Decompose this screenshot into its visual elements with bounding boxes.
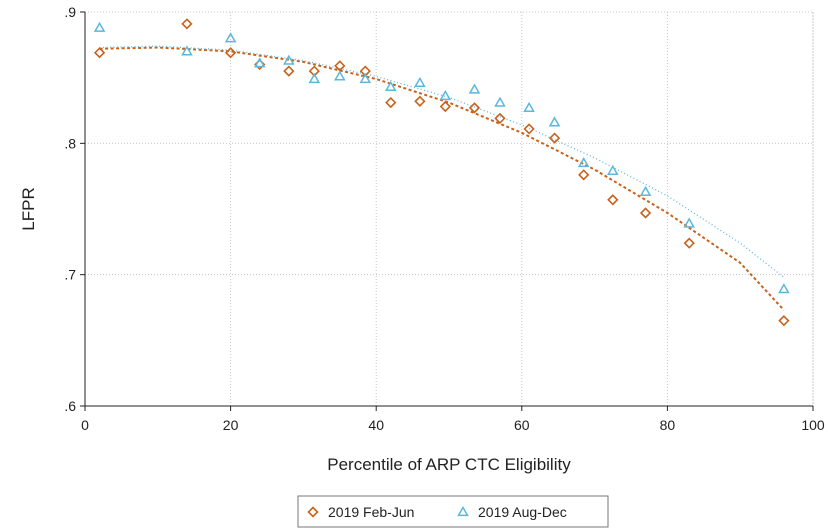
point-feb-jun (181, 18, 193, 30)
point-aug-dec (384, 80, 397, 91)
point-aug-dec (181, 45, 193, 56)
point-feb-jun (494, 112, 506, 125)
y-tick-label: .6 (64, 398, 76, 414)
y-axis-title: LFPR (19, 187, 38, 230)
point-aug-dec (93, 21, 106, 32)
fit-line-feb-jun (99, 46, 785, 311)
y-tick-label: .9 (64, 4, 76, 20)
point-aug-dec (494, 96, 506, 107)
legend-diamond-icon (307, 506, 319, 518)
point-aug-dec (683, 217, 696, 228)
data-points (93, 18, 790, 327)
point-feb-jun (414, 95, 426, 107)
point-feb-jun (385, 96, 397, 109)
point-aug-dec (334, 70, 346, 81)
point-aug-dec (283, 54, 295, 65)
x-tick-label: 20 (223, 417, 239, 433)
point-feb-jun (548, 132, 561, 144)
point-aug-dec (359, 72, 372, 84)
point-feb-jun (523, 123, 535, 135)
y-tick-label: .8 (64, 135, 76, 151)
legend-label-feb-jun: 2019 Feb-Jun (328, 504, 414, 520)
point-aug-dec (414, 76, 426, 88)
legend: 2019 Feb-Jun 2019 Aug-Dec (297, 495, 609, 528)
x-tick-label: 80 (660, 417, 676, 433)
point-feb-jun (778, 315, 790, 327)
point-feb-jun (439, 100, 451, 113)
point-aug-dec (439, 90, 452, 101)
point-feb-jun (578, 169, 590, 181)
point-aug-dec (548, 116, 561, 127)
axes: .6 .7 .8 .9 0 20 40 60 80 100 (64, 4, 825, 433)
point-aug-dec (523, 101, 535, 112)
x-tick-label: 40 (368, 417, 384, 433)
point-aug-dec (224, 32, 237, 43)
point-feb-jun (468, 102, 481, 114)
point-aug-dec (778, 283, 790, 294)
point-feb-jun (283, 65, 295, 77)
legend-label-aug-dec: 2019 Aug-Dec (478, 504, 567, 520)
legend-marker-feb-jun (307, 506, 319, 518)
point-aug-dec (639, 185, 652, 197)
x-tick-label: 60 (514, 417, 530, 433)
legend-marker-aug-dec (457, 505, 469, 517)
point-feb-jun (93, 47, 106, 59)
fit-line-aug-dec (99, 45, 785, 278)
point-feb-jun (607, 194, 619, 206)
x-tick-label: 0 (81, 417, 89, 433)
point-aug-dec (607, 164, 619, 176)
point-aug-dec (308, 72, 321, 84)
point-feb-jun (224, 47, 237, 59)
point-feb-jun (683, 237, 695, 249)
x-tick-label: 100 (801, 417, 825, 433)
point-aug-dec (468, 83, 481, 94)
point-aug-dec (253, 57, 266, 68)
y-tick-label: .7 (64, 267, 76, 283)
fit-lines (99, 45, 785, 311)
x-axis-title: Percentile of ARP CTC Eligibility (327, 455, 571, 474)
legend-triangle-icon (457, 505, 469, 517)
legend-box (297, 495, 609, 528)
point-aug-dec (577, 157, 590, 168)
point-feb-jun (639, 207, 652, 219)
